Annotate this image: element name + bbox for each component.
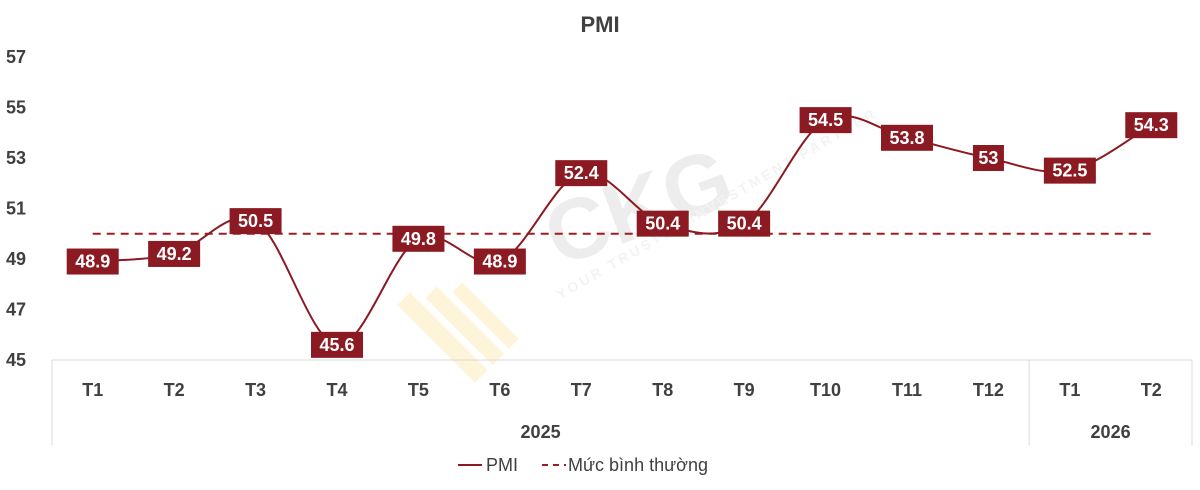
data-label: 49.8 bbox=[392, 225, 445, 252]
y-tick-label: 49 bbox=[6, 249, 26, 269]
data-label-text: 49.8 bbox=[401, 229, 436, 249]
data-label-text: 54.3 bbox=[1134, 115, 1169, 135]
data-label-box bbox=[229, 208, 282, 235]
data-label: 48.9 bbox=[473, 248, 526, 275]
data-label: 52.4 bbox=[555, 160, 608, 187]
data-labels: 48.9 49.2 50.5 45.6 49.8 48.9 52.4 50.4 50.4 54.5… bbox=[66, 107, 1178, 358]
x-tick-label: T10 bbox=[810, 380, 841, 400]
data-label-text: 45.6 bbox=[319, 335, 354, 355]
x-tick-label: T1 bbox=[1059, 380, 1080, 400]
data-label-box bbox=[881, 124, 933, 151]
data-label: 52.5 bbox=[1043, 157, 1096, 184]
y-tick-label: 51 bbox=[6, 199, 26, 219]
x-tick-label: T8 bbox=[652, 380, 673, 400]
data-label: 54.5 bbox=[799, 107, 852, 134]
x-tick-label: T11 bbox=[892, 380, 922, 400]
x-axis: T1 T2 T3 T4 T5 T6 T7 T8 T9 T10 T11 T12 T1 T2 2025 2026 bbox=[82, 380, 1162, 442]
data-label-box bbox=[799, 107, 852, 134]
data-label-box bbox=[311, 331, 363, 358]
data-label-text: 52.5 bbox=[1052, 161, 1087, 181]
data-label-box bbox=[972, 145, 1004, 171]
data-label-box bbox=[636, 210, 689, 237]
x-tick-label: T1 bbox=[82, 380, 103, 400]
legend: PMI Mức bình thường bbox=[458, 455, 708, 475]
data-label-box bbox=[148, 240, 201, 267]
data-label: 54.3 bbox=[1125, 112, 1178, 139]
data-label-text: 53.8 bbox=[889, 128, 924, 148]
y-tick-label: 55 bbox=[6, 98, 26, 118]
y-axis: 45 47 49 51 53 55 57 bbox=[6, 47, 26, 370]
data-label-text: 53 bbox=[978, 148, 998, 168]
x-tick-label: T7 bbox=[571, 380, 592, 400]
ckg-watermark-logo: CKG YOUR TRUSTED INVESTMENT PARTNER bbox=[397, 105, 880, 383]
x-tick-label: T9 bbox=[734, 380, 755, 400]
data-label: 45.6 bbox=[311, 331, 363, 358]
data-label: 50.4 bbox=[636, 210, 689, 237]
data-label-text: 54.5 bbox=[808, 110, 843, 130]
y-tick-label: 57 bbox=[6, 47, 26, 67]
x-tick-label: T4 bbox=[326, 380, 347, 400]
chart-title: PMI bbox=[580, 12, 619, 37]
data-label: 50.5 bbox=[229, 208, 282, 235]
data-label: 49.2 bbox=[148, 240, 201, 267]
data-label-text: 48.9 bbox=[482, 252, 517, 272]
x-group-label: 2026 bbox=[1091, 422, 1131, 442]
data-label: 50.4 bbox=[718, 210, 771, 237]
x-tick-label: T12 bbox=[973, 380, 1004, 400]
data-label-box bbox=[473, 248, 526, 275]
legend-label-pmi: PMI bbox=[486, 455, 518, 475]
legend-label-normal: Mức bình thường bbox=[568, 455, 708, 475]
x-tick-label: T6 bbox=[489, 380, 510, 400]
x-tick-label: T3 bbox=[245, 380, 266, 400]
data-label-text: 50.5 bbox=[238, 211, 273, 231]
x-tick-label: T2 bbox=[1141, 380, 1162, 400]
y-tick-label: 53 bbox=[6, 148, 26, 168]
data-label-box bbox=[392, 225, 445, 252]
data-label-box bbox=[1043, 157, 1096, 184]
axes bbox=[51, 359, 1193, 445]
data-label-box bbox=[1125, 112, 1178, 139]
data-label: 53 bbox=[972, 145, 1004, 171]
data-label-text: 49.2 bbox=[157, 244, 192, 264]
x-tick-label: T5 bbox=[408, 380, 429, 400]
data-label-box bbox=[66, 248, 119, 275]
data-label-text: 52.4 bbox=[564, 163, 599, 183]
data-label-box bbox=[718, 210, 771, 237]
data-label: 53.8 bbox=[881, 124, 933, 151]
y-tick-label: 47 bbox=[6, 300, 26, 320]
data-label-text: 50.4 bbox=[727, 214, 762, 234]
data-label-text: 48.9 bbox=[75, 252, 110, 272]
data-label: 48.9 bbox=[66, 248, 119, 275]
x-tick-label: T2 bbox=[164, 380, 185, 400]
data-label-box bbox=[555, 160, 608, 187]
data-label-text: 50.4 bbox=[645, 214, 680, 234]
y-tick-label: 45 bbox=[6, 350, 26, 370]
x-group-label: 2025 bbox=[521, 422, 561, 442]
